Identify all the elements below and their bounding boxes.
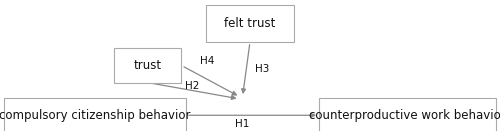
FancyBboxPatch shape: [319, 98, 496, 131]
Text: H1: H1: [236, 119, 250, 129]
FancyBboxPatch shape: [206, 5, 294, 42]
FancyBboxPatch shape: [4, 98, 186, 131]
Text: felt trust: felt trust: [224, 17, 276, 30]
Text: H2: H2: [185, 81, 200, 91]
Text: compulsory citizenship behavior: compulsory citizenship behavior: [0, 109, 191, 122]
Text: counterproductive work behavior: counterproductive work behavior: [309, 109, 500, 122]
FancyBboxPatch shape: [114, 48, 181, 83]
Text: trust: trust: [134, 59, 162, 72]
Text: H4: H4: [200, 56, 214, 66]
Text: H3: H3: [255, 64, 270, 74]
